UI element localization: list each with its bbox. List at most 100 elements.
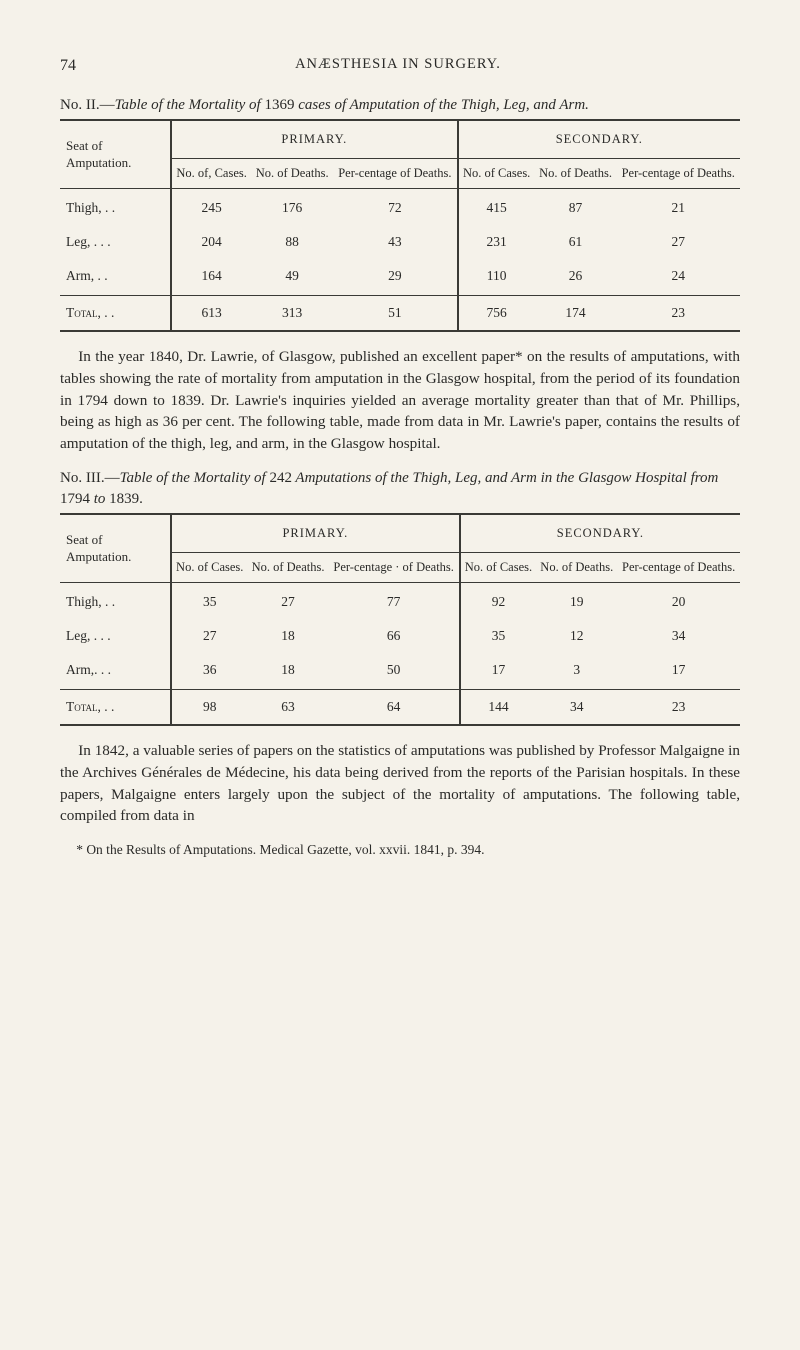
cell: 21 [616,188,740,225]
primary-header: PRIMARY. [171,514,460,552]
table-1-title: No. II.—Table of the Mortality of 1369 c… [60,95,740,115]
table-row: Leg, . . . 27 18 66 35 12 34 [60,619,740,653]
secondary-header: SECONDARY. [460,514,740,552]
cell: 27 [616,225,740,259]
cell: 164 [171,259,251,296]
col-cases-s: No. of Cases. [460,552,536,582]
title-num: 1369 [264,97,294,113]
mortality-table-1: Seat of Amputation. PRIMARY. SECONDARY. … [60,119,740,333]
table-row: Thigh, . . 245 176 72 415 87 21 [60,188,740,225]
row-label: Arm,. . . [60,653,171,690]
row-label: Leg, . . . [60,225,171,259]
cell: 72 [333,188,458,225]
title-lead: No. III.— [60,470,120,486]
running-head: ANÆSTHESIA IN SURGERY. [295,55,501,77]
title-num: 242 [269,470,292,486]
cell: 64 [329,690,460,726]
table-row: Arm,. . . 36 18 50 17 3 17 [60,653,740,690]
cell: 34 [536,690,617,726]
title-italic-3: to [90,491,109,507]
cell: 49 [251,259,333,296]
cell: 61 [535,225,617,259]
col-deaths-p: No. of Deaths. [247,552,328,582]
cell: 313 [251,296,333,332]
col-pct-s: Per-centage of Deaths. [616,158,740,188]
paragraph-2: In 1842, a valuable series of papers on … [60,740,740,826]
col-cases-s: No. of Cases. [458,158,535,188]
col-cases-p: No. of Cases. [171,552,247,582]
cell: 19 [536,582,617,619]
table-header-row: Seat of Amputation. PRIMARY. SECONDARY. [60,514,740,552]
col-cases-p: No. of, Cases. [171,158,251,188]
cell: 204 [171,225,251,259]
cell: 245 [171,188,251,225]
cell: 18 [247,653,328,690]
cell: 415 [458,188,535,225]
cell: 43 [333,225,458,259]
table-total-row: Total, . . 98 63 64 144 34 23 [60,690,740,726]
cell: 174 [535,296,617,332]
cell: 35 [460,619,536,653]
table-row: Arm, . . 164 49 29 110 26 24 [60,259,740,296]
cell: 50 [329,653,460,690]
col-pct-p: Per-centage · of Deaths. [329,552,460,582]
table-total-row: Total, . . 613 313 51 756 174 23 [60,296,740,332]
cell: 144 [460,690,536,726]
seat-header: Seat of Amputation. [60,514,171,582]
title-lead: No. II.— [60,97,115,113]
cell: 12 [536,619,617,653]
title-italic-1: Table of the Mortality of [115,97,265,113]
mortality-table-2: Seat of Amputation. PRIMARY. SECONDARY. … [60,513,740,727]
row-label: Leg, . . . [60,619,171,653]
seat-header: Seat of Amputation. [60,120,171,188]
page-header: 74 ANÆSTHESIA IN SURGERY. [60,55,740,77]
cell: 29 [333,259,458,296]
cell: 756 [458,296,535,332]
header-spacer [720,55,740,77]
cell: 88 [251,225,333,259]
cell: 27 [171,619,247,653]
cell: 3 [536,653,617,690]
cell: 66 [329,619,460,653]
cell: 34 [617,619,740,653]
cell: 26 [535,259,617,296]
cell: 92 [460,582,536,619]
cell: 98 [171,690,247,726]
row-label: Thigh, . . [60,582,171,619]
cell: 18 [247,619,328,653]
cell: 24 [616,259,740,296]
cell: 23 [616,296,740,332]
col-pct-s: Per-centage of Deaths. [617,552,740,582]
cell: 20 [617,582,740,619]
cell: 36 [171,653,247,690]
col-deaths-p: No. of Deaths. [251,158,333,188]
total-label: Total, . . [60,690,171,726]
cell: 23 [617,690,740,726]
cell: 35 [171,582,247,619]
cell: 176 [251,188,333,225]
col-deaths-s: No. of Deaths. [535,158,617,188]
page-number: 74 [60,55,76,77]
cell: 51 [333,296,458,332]
total-label: Total, . . [60,296,171,332]
row-label: Thigh, . . [60,188,171,225]
title-num3: 1839. [109,491,143,507]
footnote: * On the Results of Amputations. Medical… [60,841,740,859]
col-pct-p: Per-centage of Deaths. [333,158,458,188]
table-2-title: No. III.—Table of the Mortality of 242 A… [60,468,740,509]
secondary-header: SECONDARY. [458,120,740,158]
col-deaths-s: No. of Deaths. [536,552,617,582]
cell: 17 [617,653,740,690]
cell: 77 [329,582,460,619]
cell: 87 [535,188,617,225]
table-row: Leg, . . . 204 88 43 231 61 27 [60,225,740,259]
title-num2: 1794 [60,491,90,507]
cell: 231 [458,225,535,259]
paragraph-1: In the year 1840, Dr. Lawrie, of Glasgow… [60,346,740,454]
cell: 17 [460,653,536,690]
primary-header: PRIMARY. [171,120,458,158]
cell: 613 [171,296,251,332]
title-italic-2: Amputations of the Thigh, Leg, and Arm i… [292,470,718,486]
row-label: Arm, . . [60,259,171,296]
cell: 110 [458,259,535,296]
